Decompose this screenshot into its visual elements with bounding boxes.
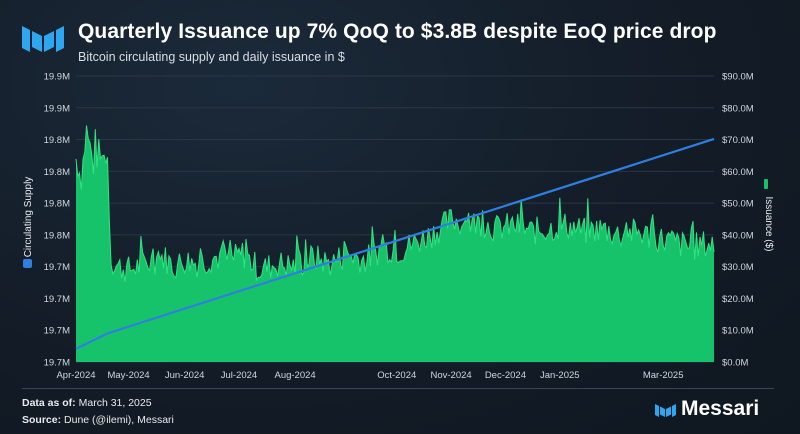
source-value: Dune (@ilemi), Messari: [64, 414, 174, 426]
right-y-tick-label: $70.0M: [722, 135, 754, 146]
issuance-area-edge: [75, 125, 715, 282]
left-y-tick-label: 19.8M: [44, 135, 70, 146]
x-tick-label: Jan-2025: [540, 370, 580, 381]
data-as-of-label: Data as of:: [22, 397, 76, 409]
right-y-tick-label: $50.0M: [722, 199, 754, 210]
right-y-tick-label: $40.0M: [722, 230, 754, 241]
right-y-tick-label: $20.0M: [722, 294, 754, 305]
source-label: Source:: [22, 414, 62, 426]
left-y-tick-label: 19.8M: [44, 167, 70, 178]
x-tick-label: Dec-2024: [485, 370, 526, 381]
issuance-legend-swatch: [764, 179, 768, 189]
left-axis-title: Circulating Supply: [23, 177, 34, 258]
x-tick-label: Jul-2024: [221, 370, 257, 381]
right-y-axis: $0.0M $10.0M $20.0M $30.0M $40.0M $50.0M $60.0…: [722, 72, 754, 369]
footer-notes: Data as of: March 31, 2025 Source: Dune …: [22, 395, 174, 429]
left-y-tick-label: 19.7M: [44, 262, 70, 273]
supply-line: [75, 137, 715, 350]
left-y-tick-label: 19.7M: [44, 294, 70, 305]
chart-title: Quarterly Issuance up 7% QoQ to $3.8B de…: [78, 20, 717, 43]
left-y-axis: 19.7M 19.7M 19.7M 19.7M 19.8M 19.8M 19.8M 19.8M…: [44, 72, 70, 369]
x-tick-label: Nov-2024: [430, 370, 471, 381]
issuance-area-series: [75, 125, 715, 362]
messari-brand-icon: [655, 404, 676, 417]
brand: Messari: [655, 396, 795, 424]
x-axis: Apr-2024 May-2024 Jun-2024 Jul-2024 Aug-2024…: [56, 370, 683, 381]
right-y-tick-label: $30.0M: [722, 262, 754, 273]
x-tick-label: Apr-2024: [56, 370, 95, 381]
x-tick-label: May-2024: [107, 370, 149, 381]
left-y-tick-label: 19.8M: [44, 230, 70, 241]
footer-divider: [22, 388, 774, 389]
brand-name: Messari: [681, 397, 760, 420]
messari-logo-icon: [22, 26, 64, 52]
right-y-tick-label: $10.0M: [722, 326, 754, 337]
left-y-tick-label: 19.7M: [44, 326, 70, 337]
right-axis-title: Issuance ($): [763, 196, 774, 251]
axis-titles: Circulating Supply Issuance ($): [23, 177, 774, 268]
supply-line-series: [75, 137, 715, 350]
right-y-tick-label: $90.0M: [722, 72, 754, 83]
chart-header: Quarterly Issuance up 7% QoQ to $3.8B de…: [22, 14, 782, 70]
left-y-tick-label: 19.7M: [44, 358, 70, 369]
right-y-tick-label: $80.0M: [722, 103, 754, 114]
right-y-tick-label: $0.0M: [722, 358, 748, 369]
source: Source: Dune (@ilemi), Messari: [22, 412, 174, 429]
left-y-tick-label: 19.9M: [44, 103, 70, 114]
data-as-of-value: March 31, 2025: [78, 397, 152, 409]
x-tick-label: Mar-2025: [643, 370, 684, 381]
chart-canvas: 19.7M 19.7M 19.7M 19.7M 19.8M 19.8M 19.8M 19.8M…: [23, 72, 774, 381]
x-tick-label: Jun-2024: [165, 370, 205, 381]
right-y-tick-label: $60.0M: [722, 167, 754, 178]
left-y-tick-label: 19.8M: [44, 199, 70, 210]
data-as-of: Data as of: March 31, 2025: [22, 395, 174, 412]
x-tick-label: Oct-2024: [377, 370, 416, 381]
issuance-area: [76, 125, 714, 362]
x-tick-label: Aug-2024: [274, 370, 315, 381]
left-y-tick-label: 19.9M: [44, 72, 70, 83]
supply-legend-swatch: [23, 259, 32, 268]
chart-subtitle: Bitcoin circulating supply and daily iss…: [78, 50, 345, 64]
